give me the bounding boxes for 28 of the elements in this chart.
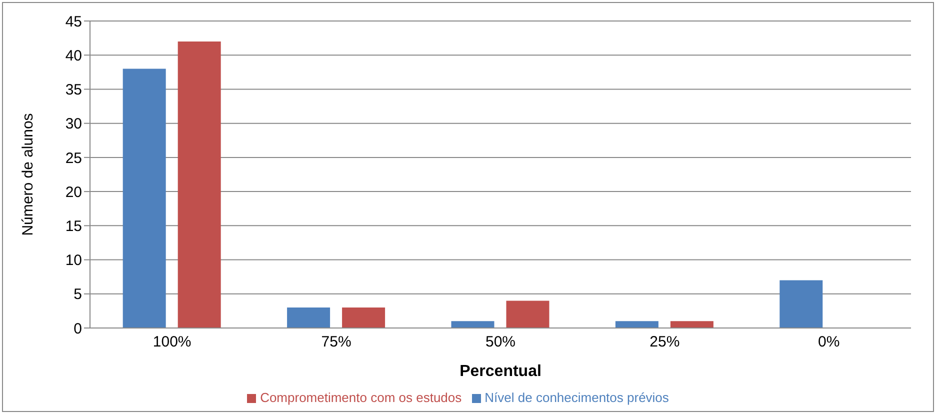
y-tick-label: 25 bbox=[65, 150, 82, 167]
x-tick-label: 100% bbox=[152, 334, 192, 351]
y-axis-title: Número de alunos bbox=[19, 113, 36, 236]
bar bbox=[342, 308, 386, 328]
y-tick-label: 30 bbox=[65, 116, 82, 133]
y-tick-label: 5 bbox=[74, 286, 82, 304]
x-tick-label: 0% bbox=[818, 334, 840, 351]
legend-label: Nível de conhecimentos prévios bbox=[484, 390, 669, 405]
bar bbox=[287, 308, 330, 328]
y-tick-label: 40 bbox=[65, 47, 82, 64]
bar bbox=[506, 300, 550, 328]
legend-label: Comprometimento com os estudos bbox=[260, 390, 462, 405]
x-axis-title: Percentual bbox=[460, 363, 542, 380]
y-tick-label: 20 bbox=[65, 184, 82, 201]
x-tick-label: 50% bbox=[485, 334, 516, 351]
y-tick-label: 45 bbox=[65, 13, 82, 30]
y-tick-label: 15 bbox=[65, 218, 82, 235]
bar bbox=[780, 280, 823, 328]
bar bbox=[178, 41, 221, 328]
bar bbox=[451, 321, 494, 328]
bar bbox=[615, 321, 658, 328]
y-tick-label: 0 bbox=[74, 320, 82, 338]
bar bbox=[122, 68, 166, 328]
bar bbox=[670, 321, 714, 328]
y-tick-label: 10 bbox=[65, 252, 82, 270]
y-tick-label: 35 bbox=[65, 82, 82, 99]
x-tick-label: 25% bbox=[650, 334, 680, 351]
x-tick-label: 75% bbox=[321, 334, 352, 351]
